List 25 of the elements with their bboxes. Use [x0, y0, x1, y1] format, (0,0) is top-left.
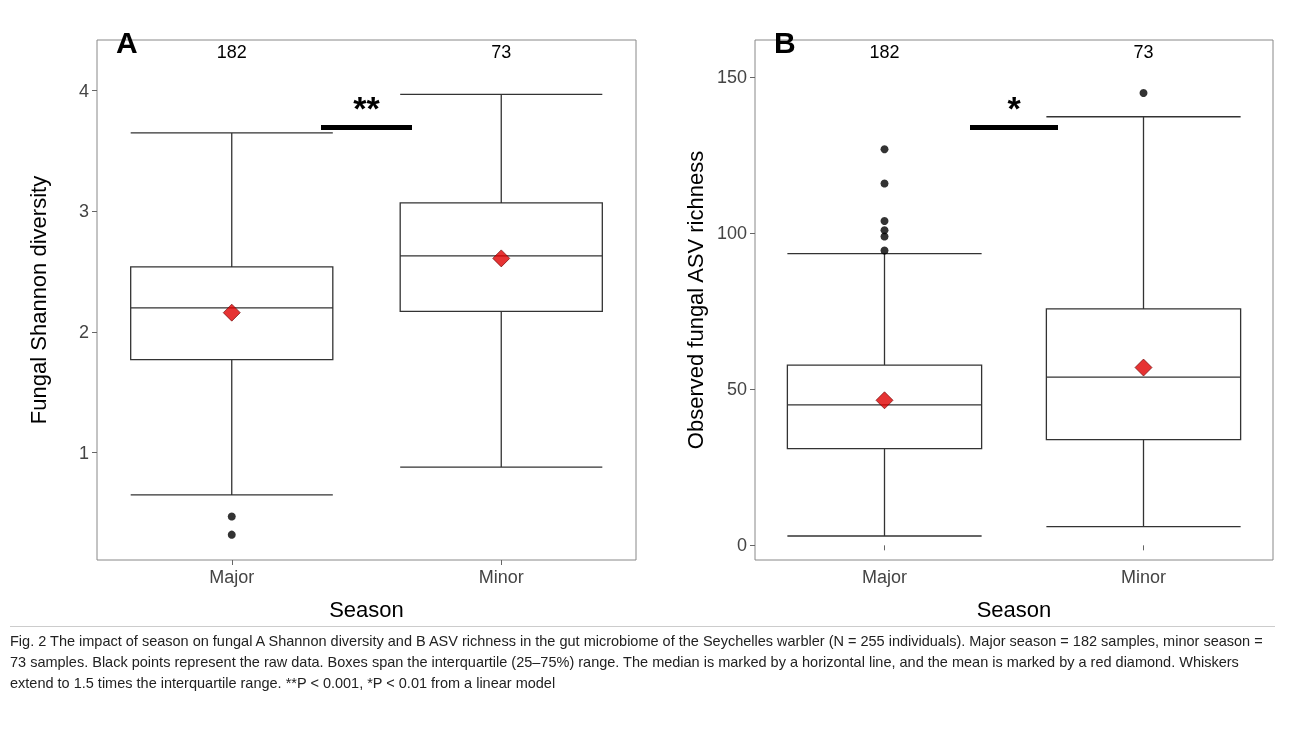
x-tick-label: Minor — [1120, 567, 1167, 587]
annotation: 73 — [1133, 42, 1154, 62]
caption: Fig. 2 The impact of season on fungal A Shannon diversity and B ASV richness in the gut microbiome of the Seychelles warbler (N = 255 individuals). Major season = 182 samples, minor season = 73 samples. Black points represent the raw data. Boxes span the interquartile (25–75%) range. The median is marked by a horizontal line, and the mean is marked by a red diamond. Whiskers extend to 1.5 times the interquartile range. **P < 0.001, *P < 0.01 from a linear model — [10, 626, 1275, 694]
y-tick-label: 50 — [726, 379, 747, 400]
annotation: 182 — [869, 42, 900, 62]
x-axis-title: Season — [976, 596, 1052, 622]
y-tick-label: 4 — [78, 80, 89, 101]
x-tick-label: Minor — [478, 567, 524, 587]
y-tick-label: 150 — [716, 67, 747, 88]
chart-title: A — [116, 25, 138, 59]
annotation: 73 — [491, 42, 512, 62]
annotation: ** — [352, 88, 381, 127]
y-tick-label: 2 — [78, 321, 89, 342]
y-tick-label: 1 — [78, 442, 89, 463]
annotation: 182 — [216, 42, 247, 62]
annotation: * — [1006, 88, 1022, 127]
chart-title: B — [774, 25, 796, 59]
y-axis-title: Observed fungal ASV richness — [682, 150, 708, 450]
x-tick-label: Major — [861, 567, 908, 587]
y-tick-label: 0 — [736, 535, 747, 556]
x-tick-label: Major — [209, 567, 255, 587]
y-axis-title: Fungal Shannon diversity — [25, 175, 51, 425]
y-tick-label: 100 — [716, 223, 747, 244]
y-tick-label: 3 — [78, 201, 89, 222]
x-axis-title: Season — [329, 596, 404, 622]
